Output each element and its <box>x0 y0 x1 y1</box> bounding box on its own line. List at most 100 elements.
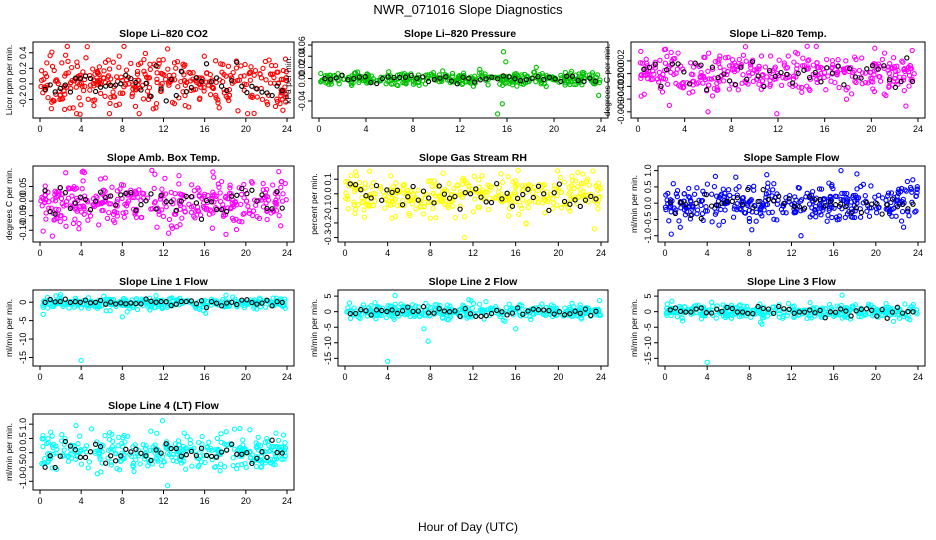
data-point <box>445 202 451 209</box>
reference-point <box>812 310 818 316</box>
data-point <box>238 201 244 208</box>
reference-point <box>494 307 500 314</box>
data-point <box>237 447 243 454</box>
data-point <box>763 202 769 208</box>
data-point <box>771 76 777 82</box>
reference-point <box>188 298 195 304</box>
reference-point <box>488 310 495 317</box>
outlier-point <box>101 293 107 299</box>
data-point <box>111 94 118 100</box>
data-point <box>74 59 80 65</box>
data-point <box>259 96 266 103</box>
reference-point <box>494 180 500 187</box>
data-point <box>880 312 886 319</box>
reference-point <box>108 453 114 459</box>
reference-point <box>229 77 235 84</box>
y-tick-label: 0 <box>643 309 653 314</box>
reference-point <box>719 200 725 206</box>
reference-point <box>822 315 828 321</box>
data-point <box>197 95 203 101</box>
data-point <box>391 201 397 207</box>
data-point <box>59 432 65 438</box>
data-point <box>550 303 557 309</box>
reference-point <box>143 453 149 459</box>
data-point <box>383 314 389 321</box>
data-point <box>715 87 721 93</box>
data-point <box>852 208 858 214</box>
outlier-point <box>385 358 391 365</box>
reference-point <box>672 210 679 217</box>
reference-point <box>672 305 679 311</box>
data-point <box>238 191 245 198</box>
data-point <box>247 427 253 433</box>
data-point <box>318 79 324 85</box>
data-point <box>766 210 772 216</box>
data-point <box>701 73 707 80</box>
data-point <box>664 81 671 87</box>
reference-point <box>541 307 547 313</box>
reference-point <box>158 450 164 456</box>
reference-point <box>274 83 280 89</box>
data-point <box>726 86 733 92</box>
data-point <box>541 197 547 203</box>
data-point <box>87 82 94 88</box>
data-point <box>272 462 278 468</box>
reference-point <box>138 301 144 307</box>
data-point <box>642 65 648 72</box>
data-point <box>721 78 727 84</box>
data-point <box>147 61 153 67</box>
data-point <box>848 199 855 205</box>
data-point <box>106 66 113 72</box>
outlier-point <box>78 357 84 364</box>
data-point <box>40 436 47 442</box>
data-point <box>253 463 260 470</box>
data-point <box>844 202 850 209</box>
data-point <box>764 74 770 80</box>
data-point <box>757 210 764 217</box>
data-point <box>729 62 735 68</box>
y-axis-label: ml/min per min. <box>629 175 639 233</box>
reference-point <box>368 79 374 86</box>
data-point <box>267 71 274 77</box>
data-point <box>246 210 253 216</box>
data-point <box>725 187 732 193</box>
data-point <box>81 206 87 212</box>
data-point <box>569 173 575 179</box>
reference-point <box>841 82 847 88</box>
reference-point <box>525 186 531 192</box>
reference-point <box>128 449 134 455</box>
data-point <box>282 440 288 446</box>
x-tick-label: 20 <box>549 124 559 134</box>
reference-point <box>724 304 730 311</box>
reference-point <box>399 202 406 208</box>
reference-point <box>347 310 353 317</box>
data-point <box>171 72 177 78</box>
outlier-point <box>280 107 286 113</box>
data-point <box>65 70 71 76</box>
reference-point <box>462 305 468 312</box>
data-point <box>454 182 461 188</box>
data-point <box>781 62 787 68</box>
data-point <box>787 192 793 199</box>
data-point <box>512 191 518 197</box>
data-point <box>135 300 141 306</box>
data-point <box>807 299 813 306</box>
data-point <box>809 212 815 218</box>
reference-point <box>755 303 761 310</box>
data-point <box>871 307 877 313</box>
reference-point <box>776 303 782 310</box>
data-point <box>230 69 236 76</box>
data-point <box>427 178 433 184</box>
reference-point <box>688 212 694 219</box>
reference-point <box>734 309 741 315</box>
data-point <box>219 69 225 75</box>
data-point <box>687 216 694 222</box>
reference-point <box>414 75 420 81</box>
data-point <box>864 208 870 214</box>
data-point <box>387 173 394 179</box>
data-point <box>150 106 156 112</box>
reference-point <box>178 198 184 204</box>
data-point <box>663 206 669 213</box>
data-point <box>567 208 573 214</box>
reference-point <box>352 310 359 317</box>
